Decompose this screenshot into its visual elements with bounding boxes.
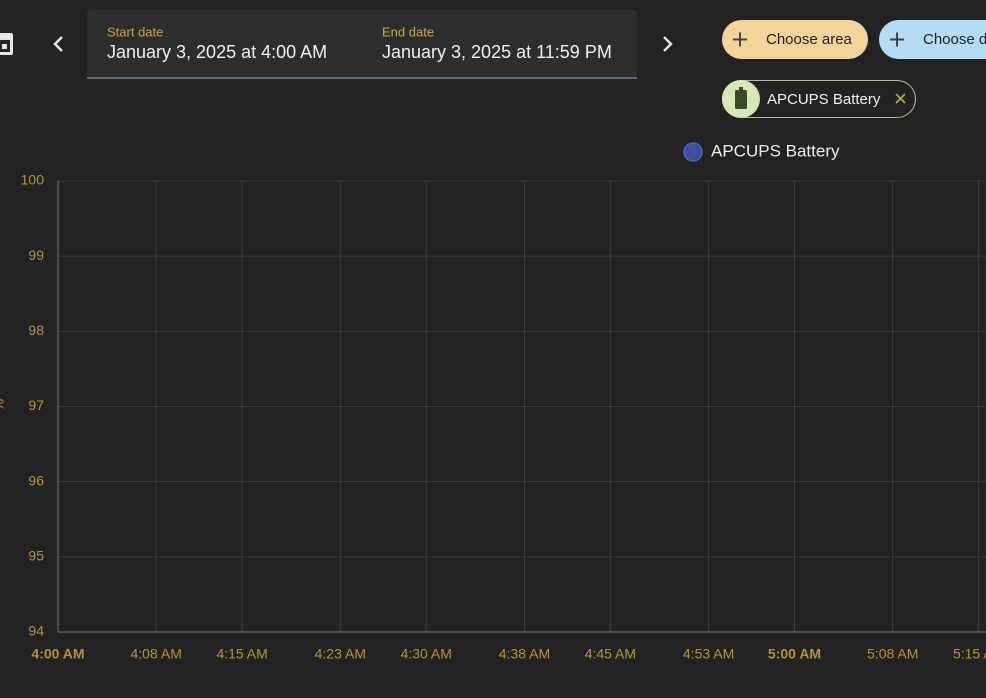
y-tick-label: 97	[28, 397, 44, 413]
x-tick-label: 4:23 AM	[315, 646, 366, 662]
y-tick-label: 98	[28, 322, 44, 338]
next-button[interactable]	[663, 36, 673, 52]
x-tick-label: 4:00 AM	[31, 646, 84, 662]
plus-icon	[890, 32, 904, 47]
legend-label: APCUPS Battery	[711, 141, 840, 160]
y-tick-label: 94	[28, 623, 44, 639]
choose-area-chip[interactable]	[722, 20, 868, 59]
chip-label: Choose area	[766, 31, 853, 48]
remove-button[interactable]	[895, 93, 906, 104]
start-label: Start date	[107, 24, 163, 39]
chip-label: APCUPS Battery	[767, 91, 881, 108]
x-tick-label: 5:08 AM	[867, 646, 918, 662]
end-label: End date	[382, 24, 434, 39]
x-tick-label: 4:30 AM	[401, 646, 452, 662]
date-range-field[interactable]	[87, 10, 637, 78]
y-tick-label: 100	[21, 172, 45, 188]
chart: 94 95 96 97 98 99 100 4:00 AM 4:08 AM 4:15 AM 4:23…	[0, 141, 986, 662]
x-tick-label: 5:15 AM	[953, 646, 986, 662]
chip-label: Choose device	[923, 31, 986, 48]
y-tick-label: 96	[28, 472, 44, 488]
choose-device-chip[interactable]	[879, 20, 986, 59]
x-tick-label: 4:45 AM	[585, 646, 636, 662]
x-tick-label: 4:15 AM	[216, 646, 267, 662]
start-value: January 3, 2025 at 4:00 AM	[107, 42, 327, 62]
y-tick-label: 95	[28, 548, 44, 564]
calendar-icon[interactable]	[0, 33, 13, 55]
end-value: January 3, 2025 at 11:59 PM	[382, 42, 612, 62]
x-tick-label: 4:53 AM	[683, 646, 734, 662]
y-axis-label: %	[0, 399, 7, 411]
calendar-day	[2, 44, 7, 49]
x-tick-label: 5:00 AM	[768, 646, 821, 662]
battery-icon	[735, 90, 747, 109]
x-tick-label: 4:38 AM	[499, 646, 550, 662]
prev-button[interactable]	[53, 36, 63, 52]
x-tick-label: 4:08 AM	[131, 646, 182, 662]
y-tick-label: 99	[28, 247, 44, 263]
legend-swatch	[683, 142, 703, 162]
battery-cap	[739, 87, 743, 90]
plus-icon	[733, 32, 747, 47]
